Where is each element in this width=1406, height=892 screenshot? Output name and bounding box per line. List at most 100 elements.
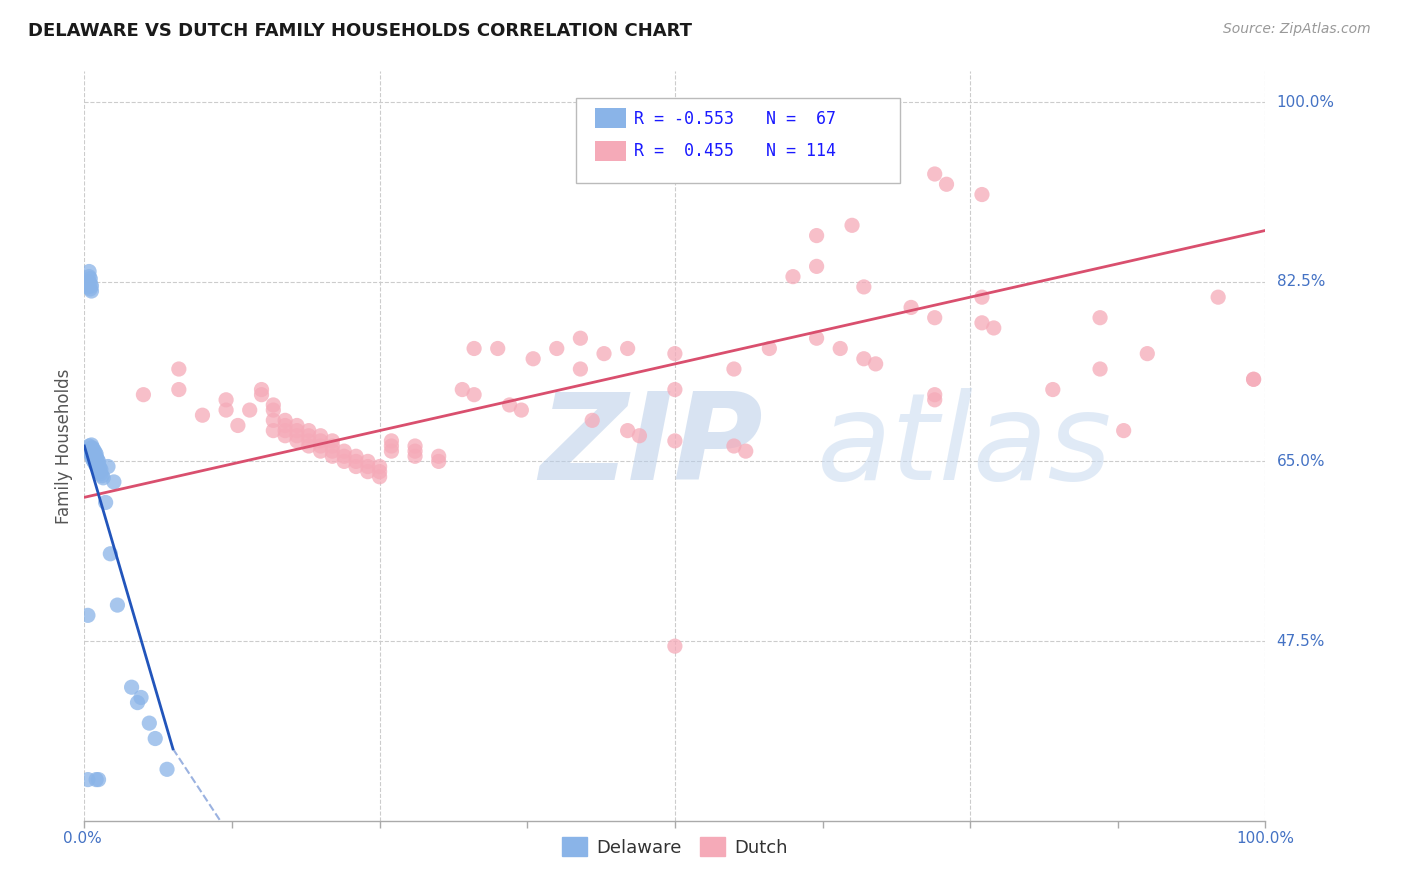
Point	[983, 321, 1005, 335]
Point	[83, 446, 105, 460]
Point	[924, 387, 946, 401]
Point	[79, 282, 101, 296]
Point	[546, 342, 568, 356]
Point	[77, 772, 100, 787]
Text: N = 114: N = 114	[766, 142, 837, 160]
Point	[94, 495, 117, 509]
Point	[77, 280, 100, 294]
Point	[924, 310, 946, 325]
Point	[80, 284, 103, 298]
Point	[250, 383, 273, 397]
Point	[298, 434, 321, 448]
Point	[357, 459, 380, 474]
Point	[80, 450, 103, 464]
Legend: Delaware, Dutch: Delaware, Dutch	[555, 830, 794, 864]
Point	[865, 157, 887, 171]
Point	[90, 462, 112, 476]
Point	[852, 280, 875, 294]
Point	[262, 424, 284, 438]
Point	[368, 465, 391, 479]
Point	[138, 716, 160, 731]
Point	[121, 680, 143, 694]
Point	[89, 460, 111, 475]
Point	[82, 444, 104, 458]
Point	[87, 462, 110, 476]
Point	[486, 342, 509, 356]
Point	[616, 424, 638, 438]
Text: DELAWARE VS DUTCH FAMILY HOUSEHOLDS CORRELATION CHART: DELAWARE VS DUTCH FAMILY HOUSEHOLDS CORR…	[28, 22, 692, 40]
Point	[132, 387, 155, 401]
Point	[321, 444, 343, 458]
Point	[970, 290, 993, 304]
Point	[321, 450, 343, 464]
Point	[1112, 424, 1135, 438]
Point	[80, 441, 103, 455]
Point	[581, 413, 603, 427]
Point	[900, 301, 922, 315]
Point	[344, 454, 367, 468]
Text: 47.5%: 47.5%	[1277, 633, 1324, 648]
Point	[285, 428, 308, 442]
Point	[84, 454, 107, 468]
Point	[77, 269, 100, 284]
Point	[664, 639, 686, 653]
Point	[510, 403, 533, 417]
Point	[380, 434, 402, 448]
Point	[191, 408, 214, 422]
Point	[522, 351, 544, 366]
Point	[77, 444, 100, 458]
Point	[333, 450, 356, 464]
Point	[924, 167, 946, 181]
Text: 65.0%: 65.0%	[1277, 454, 1324, 469]
Text: 0.0%: 0.0%	[63, 831, 101, 846]
Point	[852, 351, 875, 366]
Point	[129, 690, 152, 705]
Point	[84, 447, 107, 461]
Point	[84, 458, 107, 473]
Point	[98, 547, 121, 561]
Point	[664, 383, 686, 397]
Point	[79, 271, 101, 285]
Point	[723, 439, 745, 453]
Point	[427, 450, 450, 464]
Point	[309, 439, 332, 453]
Point	[924, 392, 946, 407]
Point	[77, 264, 100, 278]
Point	[215, 403, 238, 417]
Point	[404, 450, 426, 464]
Point	[404, 439, 426, 453]
Text: Source: ZipAtlas.com: Source: ZipAtlas.com	[1223, 22, 1371, 37]
Point	[404, 444, 426, 458]
Text: N =  67: N = 67	[766, 110, 837, 128]
Point	[285, 434, 308, 448]
Point	[97, 459, 120, 474]
Point	[262, 413, 284, 427]
Point	[865, 357, 887, 371]
Point	[262, 398, 284, 412]
Point	[806, 260, 828, 274]
Point	[380, 444, 402, 458]
Point	[1243, 372, 1265, 386]
Point	[463, 387, 485, 401]
Point	[79, 277, 101, 291]
Point	[103, 475, 125, 489]
Text: 100.0%: 100.0%	[1277, 95, 1334, 110]
Point	[274, 418, 297, 433]
Point	[285, 418, 308, 433]
Point	[83, 443, 105, 458]
Point	[309, 428, 332, 442]
Point	[86, 460, 108, 475]
Point	[80, 438, 103, 452]
Point	[89, 465, 111, 479]
Point	[87, 454, 110, 468]
Point	[226, 418, 249, 433]
Point	[107, 598, 129, 612]
Point	[380, 439, 402, 453]
Point	[321, 439, 343, 453]
Point	[79, 442, 101, 456]
Point	[87, 458, 110, 473]
Point	[357, 454, 380, 468]
Point	[84, 445, 107, 459]
Text: atlas: atlas	[817, 387, 1112, 505]
Point	[80, 278, 103, 293]
